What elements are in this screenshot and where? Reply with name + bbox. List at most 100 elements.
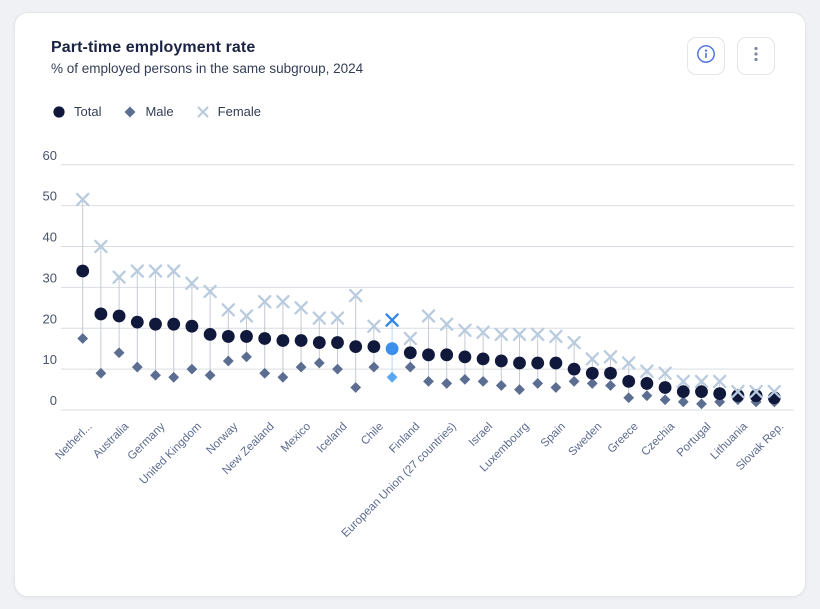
total-marker[interactable]: [494, 354, 508, 368]
data-point[interactable]: [367, 319, 381, 373]
male-marker[interactable]: [477, 375, 489, 387]
total-marker[interactable]: [767, 391, 781, 405]
data-point[interactable]: [640, 364, 654, 402]
total-marker[interactable]: [531, 356, 545, 370]
data-point[interactable]: [694, 374, 709, 410]
male-marker[interactable]: [131, 361, 143, 373]
data-point[interactable]: [585, 352, 600, 389]
data-point[interactable]: [458, 323, 472, 385]
data-point[interactable]: [476, 325, 490, 387]
menu-button[interactable]: [737, 37, 775, 75]
male-marker[interactable]: [550, 382, 562, 393]
male-marker[interactable]: [568, 375, 580, 387]
total-marker[interactable]: [567, 362, 581, 376]
male-marker[interactable]: [677, 396, 689, 408]
total-marker[interactable]: [167, 317, 181, 331]
male-marker[interactable]: [332, 363, 343, 375]
male-marker[interactable]: [77, 333, 89, 344]
male-marker[interactable]: [586, 378, 598, 389]
total-marker[interactable]: [658, 381, 672, 394]
total-marker[interactable]: [585, 366, 599, 380]
data-point[interactable]: [512, 327, 527, 395]
data-point[interactable]: [312, 311, 327, 369]
total-marker[interactable]: [640, 377, 654, 390]
data-point[interactable]: [439, 317, 454, 389]
male-marker[interactable]: [186, 363, 198, 375]
male-marker[interactable]: [423, 375, 434, 387]
male-marker[interactable]: [313, 357, 325, 369]
total-marker[interactable]: [258, 332, 272, 345]
total-marker[interactable]: [76, 264, 90, 278]
male-marker[interactable]: [605, 380, 616, 391]
data-point[interactable]: [148, 264, 163, 381]
total-marker[interactable]: [130, 315, 144, 329]
male-marker[interactable]: [623, 392, 635, 404]
data-point[interactable]: [75, 192, 90, 344]
data-point[interactable]: [403, 331, 418, 373]
total-marker[interactable]: [476, 352, 490, 366]
data-point[interactable]: [330, 311, 345, 375]
total-marker[interactable]: [458, 350, 472, 364]
data-point[interactable]: [166, 264, 181, 383]
male-marker[interactable]: [241, 351, 252, 363]
total-marker[interactable]: [604, 366, 617, 380]
male-marker[interactable]: [459, 373, 471, 385]
legend-item-female[interactable]: Female: [196, 104, 261, 119]
male-marker[interactable]: [295, 361, 307, 373]
male-marker[interactable]: [259, 367, 271, 379]
male-marker[interactable]: [150, 369, 161, 381]
total-marker[interactable]: [676, 385, 690, 399]
data-point[interactable]: [621, 356, 636, 404]
data-point[interactable]: [94, 239, 108, 379]
legend-item-male[interactable]: Male: [123, 104, 174, 119]
total-marker[interactable]: [149, 317, 162, 331]
male-marker[interactable]: [532, 378, 544, 389]
male-marker[interactable]: [222, 355, 234, 367]
total-marker[interactable]: [185, 319, 199, 333]
total-marker[interactable]: [112, 309, 126, 323]
data-point[interactable]: [731, 384, 745, 406]
total-marker[interactable]: [385, 342, 399, 356]
data-point[interactable]: [767, 384, 782, 408]
data-point[interactable]: [676, 374, 691, 408]
male-marker[interactable]: [514, 384, 525, 395]
data-point[interactable]: [221, 303, 236, 367]
legend-item-total[interactable]: Total: [52, 104, 101, 119]
info-button[interactable]: [687, 37, 725, 75]
total-marker[interactable]: [440, 348, 454, 362]
data-point[interactable]: [294, 301, 308, 373]
male-marker[interactable]: [441, 378, 453, 389]
total-marker[interactable]: [294, 334, 308, 347]
data-point[interactable]: [494, 327, 509, 391]
total-marker[interactable]: [240, 330, 253, 343]
total-marker[interactable]: [349, 340, 363, 354]
total-marker[interactable]: [695, 385, 708, 399]
total-marker[interactable]: [94, 307, 108, 321]
data-point[interactable]: [712, 374, 727, 408]
data-point[interactable]: [185, 276, 199, 375]
total-marker[interactable]: [713, 387, 727, 401]
male-marker[interactable]: [204, 369, 216, 381]
total-marker[interactable]: [367, 340, 381, 354]
total-marker[interactable]: [731, 389, 745, 403]
data-point[interactable]: [530, 327, 545, 389]
male-marker[interactable]: [495, 380, 507, 391]
total-marker[interactable]: [331, 336, 344, 349]
total-marker[interactable]: [749, 389, 763, 403]
data-point[interactable]: [203, 284, 217, 381]
male-marker[interactable]: [168, 371, 180, 383]
male-marker[interactable]: [696, 398, 707, 410]
total-marker[interactable]: [312, 336, 326, 349]
male-marker[interactable]: [350, 382, 362, 393]
male-marker[interactable]: [404, 361, 416, 373]
total-marker[interactable]: [549, 356, 563, 370]
total-marker[interactable]: [422, 348, 435, 362]
data-point[interactable]: [549, 329, 563, 393]
total-marker[interactable]: [203, 327, 217, 341]
total-marker[interactable]: [276, 334, 290, 347]
male-marker[interactable]: [641, 390, 653, 402]
data-point[interactable]: [421, 309, 436, 387]
total-marker[interactable]: [221, 330, 235, 343]
total-marker[interactable]: [403, 346, 417, 360]
data-point[interactable]: [239, 309, 254, 363]
